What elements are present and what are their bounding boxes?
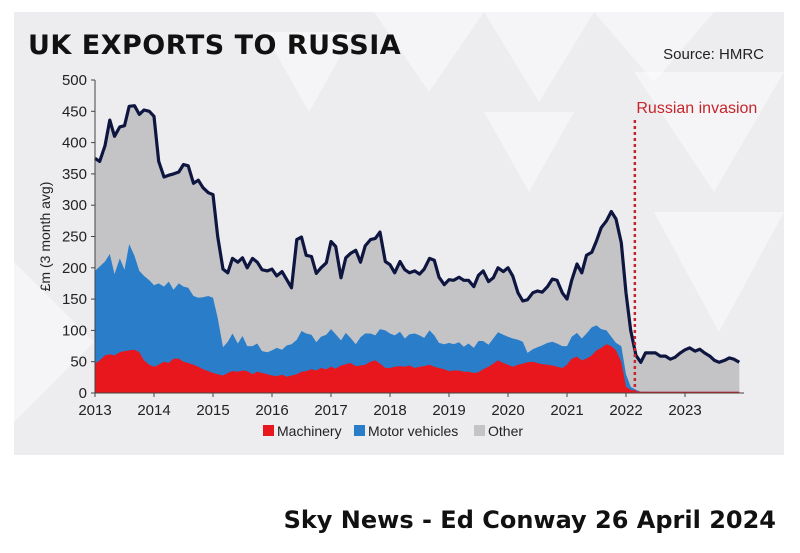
source-label: Source: HMRC: [663, 46, 764, 63]
x-tick-label: 2022: [609, 402, 642, 419]
machinery-area: [95, 344, 740, 393]
background-triangle: [594, 12, 714, 82]
chart-title: UK EXPORTS TO RUSSIA: [28, 30, 402, 61]
legend-swatch-other: [474, 425, 485, 436]
background-triangle: [14, 262, 94, 422]
legend-label-machinery: Machinery: [277, 423, 342, 439]
x-tick-label: 2013: [78, 402, 111, 419]
y-tick-label: 450: [62, 103, 87, 120]
background-triangle: [654, 212, 784, 332]
y-tick-label: 0: [79, 385, 87, 402]
background-triangle: [484, 12, 594, 102]
x-tick-label: 2020: [491, 402, 524, 419]
x-tick-label: 2017: [314, 402, 347, 419]
y-tick-label: 200: [62, 260, 87, 277]
y-tick-label: 400: [62, 135, 87, 152]
invasion-annotation-label: Russian invasion: [636, 100, 757, 117]
y-axis-label: £m (3 month avg): [37, 182, 53, 292]
x-tick-label: 2021: [550, 402, 583, 419]
chart-panel: 0 50 100 150 200 250 300 350 400 450 500 2013 2014 20…: [14, 12, 784, 455]
x-tick-label: 2023: [668, 402, 701, 419]
x-tick-label: 2015: [196, 402, 229, 419]
x-tick-label: 2014: [137, 402, 170, 419]
motor-vehicles-area: [95, 244, 740, 393]
x-tick-label: 2016: [255, 402, 288, 419]
y-tick-label: 300: [62, 197, 87, 214]
chart-svg: 0 50 100 150 200 250 300 350 400 450 500 2013 2014 20…: [14, 12, 784, 455]
legend-swatch-motor-vehicles: [354, 425, 365, 436]
x-tick-label: 2018: [373, 402, 406, 419]
legend-label-other: Other: [488, 423, 523, 439]
y-tick-label: 150: [62, 291, 87, 308]
y-tick-label: 500: [62, 72, 87, 89]
footer-credit: Sky News - Ed Conway 26 April 2024: [283, 506, 776, 534]
other-area: [95, 105, 740, 393]
background-triangle: [484, 112, 574, 192]
background-triangle: [374, 12, 484, 92]
x-tick-label: 2019: [432, 402, 465, 419]
y-tick-label: 350: [62, 166, 87, 183]
background-triangle: [264, 32, 354, 112]
background-triangle: [634, 72, 784, 192]
total-exports-line: [94, 104, 741, 364]
y-tick-label: 100: [62, 322, 87, 339]
y-tick-label: 250: [62, 229, 87, 246]
y-tick-label: 50: [70, 354, 87, 371]
legend-swatch-machinery: [263, 425, 274, 436]
legend-label-motor-vehicles: Motor vehicles: [368, 423, 458, 439]
